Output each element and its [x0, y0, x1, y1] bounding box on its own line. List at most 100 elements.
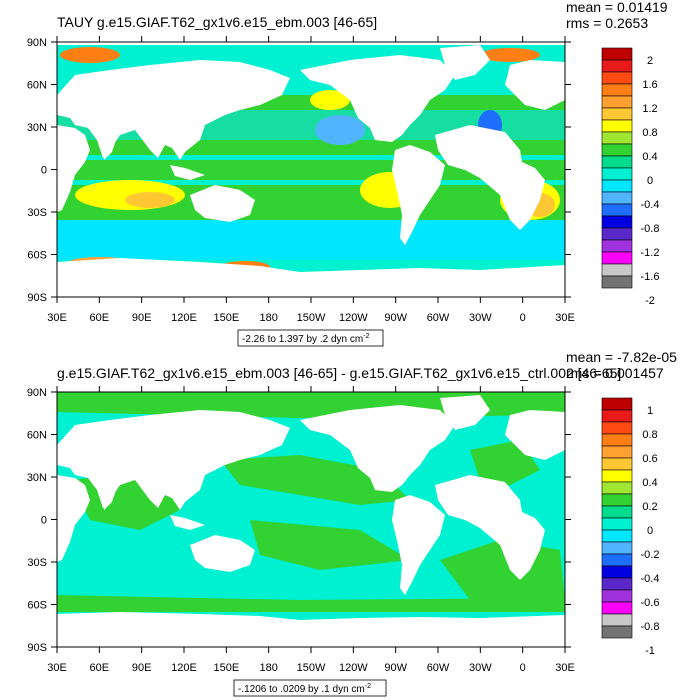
colorbar-swatch — [601, 155, 633, 169]
panel-2-land-australia — [190, 535, 255, 572]
panel-2-ticks: 30E 60E 90E 120E 150E 180 150W 120W 90W 60W 30W 0 30… — [27, 386, 575, 674]
x-tick-label: 120E — [171, 312, 197, 324]
colorbar-label: -0.2 — [641, 549, 660, 561]
panel-1-band-sh-cyan — [57, 220, 565, 260]
colorbar-label: -0.4 — [641, 199, 660, 211]
x-tick-label: 90E — [132, 312, 152, 324]
colorbar-swatch — [601, 227, 633, 241]
x-tick-label: 120E — [171, 662, 197, 674]
y-tick-label: 60N — [27, 80, 47, 92]
y-tick-label: 30S — [27, 557, 47, 569]
colorbar-swatch — [601, 445, 633, 459]
colorbar-swatch — [601, 59, 633, 73]
panel-1-land-india — [100, 132, 118, 160]
colorbar-swatch — [601, 119, 633, 133]
colorbar-swatch — [601, 71, 633, 85]
panel-2-land-africa — [57, 475, 90, 562]
x-tick-label: 0 — [520, 312, 526, 324]
colorbar-label: 0.4 — [642, 151, 657, 163]
x-tick-label: 90W — [384, 662, 407, 674]
x-tick-label: 30E — [47, 312, 67, 324]
colorbar-label: -0.8 — [641, 621, 660, 633]
colorbar-label: 0.8 — [642, 127, 657, 139]
panel-2-info: -.1206 to .0209 by .1 dyn cm-2 — [238, 683, 371, 695]
colorbar-swatch — [601, 179, 633, 193]
x-tick-label: 60E — [90, 662, 110, 674]
panel-2-rms: rms = 0.001457 — [566, 365, 664, 381]
panel-1-high-arctic — [60, 47, 120, 63]
colorbar-swatch — [601, 493, 633, 507]
x-tick-label: 90W — [384, 312, 407, 324]
colorbar-swatch — [601, 577, 633, 591]
panel-2-land-india — [100, 482, 118, 510]
colorbar-swatch — [601, 517, 633, 531]
x-tick-label: 120W — [339, 662, 368, 674]
panel-1-land-seasia — [170, 165, 205, 180]
colorbar-swatch — [601, 529, 633, 543]
x-tick-label: 30W — [469, 662, 492, 674]
panel-2-land-samerica — [392, 495, 445, 595]
x-tick-label: 30E — [555, 662, 575, 674]
colorbar-swatch — [601, 553, 633, 567]
colorbar-label: 0.6 — [642, 453, 657, 465]
panel-2-land — [57, 395, 565, 647]
colorbar-swatch — [601, 131, 633, 145]
y-tick-label: 90N — [27, 37, 47, 49]
colorbar-swatch — [601, 505, 633, 519]
colorbar-swatch — [601, 397, 633, 411]
panel-1-mean: mean = 0.01419 — [566, 0, 668, 15]
colorbar-swatch — [601, 457, 633, 471]
y-tick-label: 30N — [27, 472, 47, 484]
y-tick-label: 90S — [27, 642, 47, 654]
panel-2-land-africa-west — [435, 475, 545, 580]
panel-1-high-npac — [310, 90, 350, 110]
colorbar-label: -0.6 — [641, 597, 660, 609]
x-tick-label: 60E — [90, 312, 110, 324]
panel-1-land-australia — [190, 185, 255, 222]
colorbar-label: 0 — [647, 175, 653, 187]
panel-1-low-npac — [315, 115, 365, 145]
colorbar-label: 1 — [647, 405, 653, 417]
panel-1-high-arctic-2 — [480, 48, 540, 62]
panel-1-land-samerica — [392, 145, 445, 245]
colorbar-swatch — [601, 613, 633, 627]
colorbar-label: -0.8 — [641, 223, 660, 235]
colorbar-swatch — [601, 191, 633, 205]
x-tick-label: 0 — [520, 662, 526, 674]
colorbar-label: -1.6 — [641, 271, 660, 283]
colorbar-label: 0.8 — [642, 429, 657, 441]
colorbar-swatch — [601, 167, 633, 181]
panel-1-info-text: -2.26 to 1.397 by .2 dyn cm — [242, 334, 363, 345]
panel-1-high-indian-core — [125, 192, 175, 208]
x-tick-label: 90E — [132, 662, 152, 674]
panel-2-land-seasia — [170, 515, 205, 530]
panel-1: TAUY g.e15.GIAF.T62_gx1v6.e15_ebm.003 [4… — [27, 0, 668, 347]
colorbar-label: 0.4 — [642, 477, 657, 489]
colorbar-swatch — [601, 107, 633, 121]
x-tick-label: 30E — [47, 662, 67, 674]
panel-1-title: TAUY g.e15.GIAF.T62_gx1v6.e15_ebm.003 [4… — [57, 14, 377, 30]
panel-1-info: -2.26 to 1.397 by .2 dyn cm-2 — [242, 333, 370, 345]
colorbar-label: 1.2 — [642, 103, 657, 115]
panel-1-land-greenland — [440, 45, 490, 80]
panel-1-land-africa — [57, 125, 90, 212]
x-tick-label: 60W — [427, 662, 450, 674]
colorbar-swatch — [601, 601, 633, 615]
colorbar-label: 2 — [647, 55, 653, 67]
colorbar-swatch — [601, 481, 633, 495]
y-tick-label: 0 — [41, 515, 47, 527]
panel-2-land-antarctica — [57, 612, 565, 647]
colorbar-swatch — [601, 625, 633, 639]
x-tick-label: 150E — [213, 662, 239, 674]
panel-1-land-namerica — [300, 55, 455, 142]
panel-2-colorbar: 1 0.8 0.6 0.4 0.2 0 -0.2 -0.4 -0.6 -0.8 -1 — [601, 397, 660, 657]
colorbar-swatch — [601, 83, 633, 97]
panel-2-info-box — [233, 679, 387, 697]
x-tick-label: 150E — [213, 312, 239, 324]
panel-1-info-exp: -2 — [363, 333, 369, 340]
panel-2: g.e15.GIAF.T62_gx1v6.e15_ebm.003 [46-65]… — [27, 349, 677, 697]
panel-2-mean: mean = -7.82e-05 — [566, 349, 677, 365]
panel-2-pos-so — [57, 595, 565, 612]
panel-1-land-europe — [505, 60, 565, 110]
